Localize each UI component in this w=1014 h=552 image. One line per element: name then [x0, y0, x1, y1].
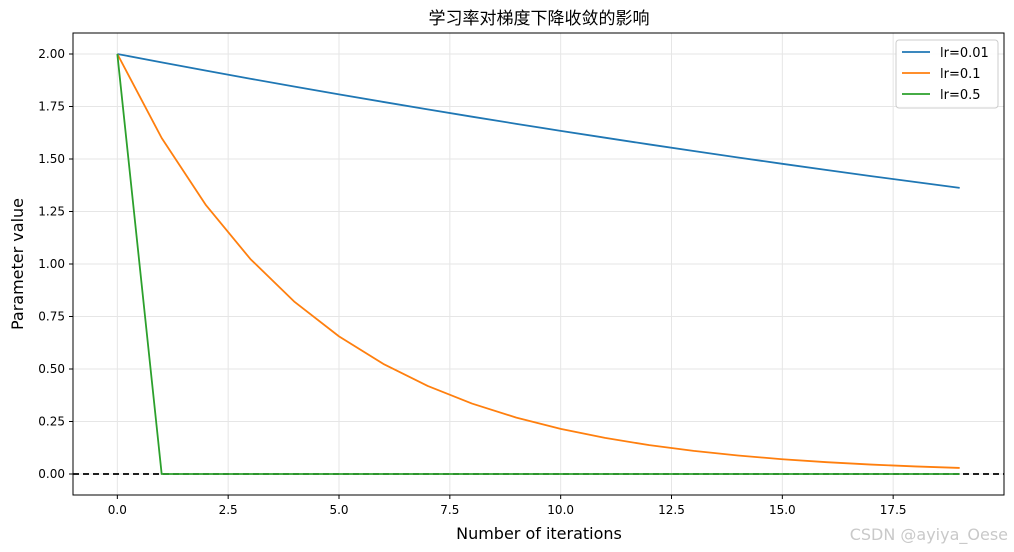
y-tick-label: 1.50 [38, 152, 65, 166]
y-tick-label: 0.75 [38, 310, 65, 324]
legend-label: lr=0.01 [940, 46, 989, 61]
series-line-1 [117, 53, 960, 189]
y-axis: 0.00 0.25 0.50 0.75 1.00 1.25 1.50 1.75 2.00 [38, 47, 73, 481]
series-line-3 [116, 53, 960, 475]
y-tick-label: 2.00 [38, 47, 65, 61]
series-layer [116, 53, 960, 475]
x-tick-label: 5.0 [329, 503, 348, 517]
x-tick-label: 0.0 [108, 503, 127, 517]
x-tick-label: 15.0 [769, 503, 796, 517]
legend-label: lr=0.1 [940, 67, 981, 82]
y-tick-label: 1.00 [38, 257, 65, 271]
y-tick-label: 0.25 [38, 415, 65, 429]
x-tick-label: 17.5 [880, 503, 907, 517]
legend-label: lr=0.5 [940, 88, 981, 103]
watermark: CSDN @ayiya_Oese [849, 525, 1008, 544]
x-tick-label: 7.5 [440, 503, 459, 517]
legend-box [895, 39, 999, 109]
x-tick-label: 10.0 [547, 503, 574, 517]
x-axis: 0.0 2.5 5.0 7.5 10.0 12.5 15.0 17.5 [108, 495, 907, 517]
series-line-2 [116, 53, 960, 469]
y-tick-label: 0.50 [38, 362, 65, 376]
y-tick-label: 0.00 [38, 467, 65, 481]
y-tick-label: 1.75 [38, 100, 65, 114]
y-tick-label: 1.25 [38, 205, 65, 219]
chart-title: 学习率对梯度下降收敛的影响 [429, 9, 650, 29]
x-tick-label: 2.5 [219, 503, 238, 517]
y-axis-label: Parameter value [8, 198, 27, 330]
x-tick-label: 12.5 [658, 503, 685, 517]
x-axis-label: Number of iterations [456, 524, 622, 543]
grid [73, 33, 1004, 495]
legend: lr=0.01 lr=0.1 lr=0.5 [895, 39, 999, 109]
